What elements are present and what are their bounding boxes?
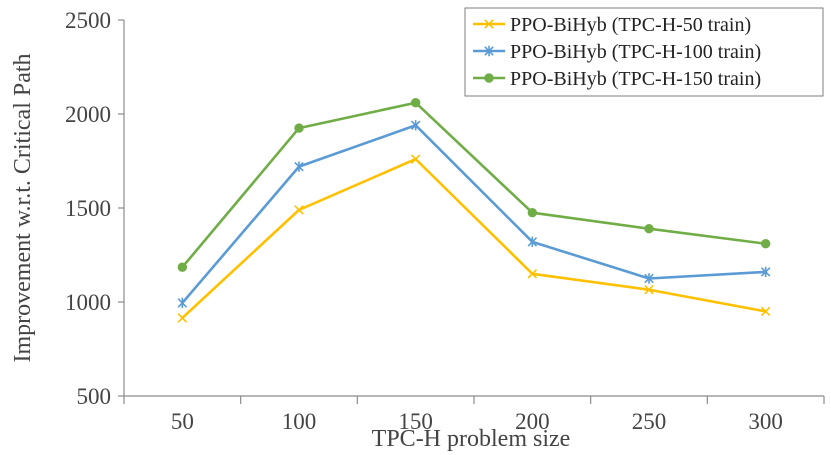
legend-swatch-marker xyxy=(484,19,494,29)
legend-label: PPO-BiHyb (TPC-H-100 train) xyxy=(510,41,761,63)
series-1 xyxy=(177,154,771,323)
series-2 xyxy=(177,120,771,309)
series-3 xyxy=(177,98,771,272)
chart-axes: 500 1000 1500 2000 2500 50 100 150 200 250 300 xyxy=(65,8,825,434)
x-tick-label: 150 xyxy=(398,409,433,434)
series-3-point xyxy=(177,262,188,272)
legend-frame xyxy=(464,7,824,97)
x-axis-title: TPC-H problem size xyxy=(372,426,571,452)
x-tick-label: 100 xyxy=(282,409,317,434)
y-tick-label: 1500 xyxy=(65,196,111,221)
x-tick-label: 250 xyxy=(632,409,667,434)
legend-label: PPO-BiHyb (TPC-H-50 train) xyxy=(510,14,751,36)
series-3-line xyxy=(181,101,767,269)
y-tick-label: 2500 xyxy=(65,8,111,33)
series-2-point xyxy=(644,273,654,284)
series-1-point xyxy=(294,205,304,215)
series-2-point xyxy=(294,161,304,172)
legend-swatch-marker xyxy=(484,45,494,57)
series-3-point xyxy=(410,98,421,108)
chart-series-layer xyxy=(177,98,771,323)
series-1-point xyxy=(410,154,421,164)
series-1-point xyxy=(177,313,188,323)
series-2-point xyxy=(410,120,421,131)
series-2-line xyxy=(181,123,767,305)
series-1-point xyxy=(527,269,538,279)
series-2-point xyxy=(177,297,188,309)
chart-legend: PPO-BiHyb (TPC-H-50 train) PPO-BiHyb (TPC… xyxy=(464,7,824,97)
series-1-line xyxy=(181,157,767,320)
x-tick-label: 300 xyxy=(748,409,783,434)
y-tick-label: 500 xyxy=(77,384,112,409)
x-tick-label: 200 xyxy=(515,409,550,434)
series-3-point xyxy=(644,223,654,234)
series-3-point xyxy=(294,123,304,133)
series-2-point xyxy=(527,236,538,248)
series-2-point xyxy=(760,266,771,278)
series-1-point xyxy=(760,306,771,317)
x-tick-label: 50 xyxy=(171,409,194,434)
y-tick-label: 1000 xyxy=(65,290,111,315)
series-3-point xyxy=(760,239,771,249)
y-tick-label: 2000 xyxy=(65,102,111,127)
legend-swatch-marker xyxy=(484,73,494,83)
series-1-point xyxy=(644,285,654,295)
legend-label: PPO-BiHyb (TPC-H-150 train) xyxy=(510,68,761,90)
y-axis-title: Improvement w.r.t. Critical Path xyxy=(10,53,36,362)
series-3-point xyxy=(527,208,538,218)
